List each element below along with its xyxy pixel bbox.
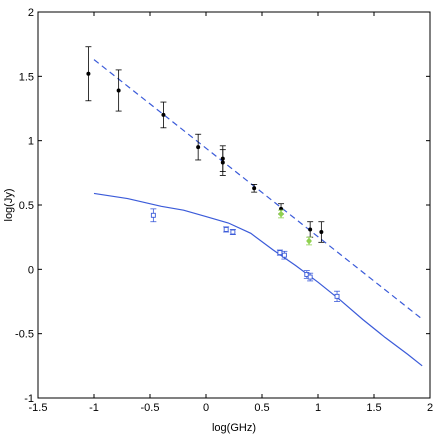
series-points	[85, 46, 341, 302]
data-point	[220, 160, 225, 165]
x-tick-label: -1.5	[29, 402, 48, 414]
y-tick-label: 1.5	[19, 71, 34, 83]
data-point	[161, 112, 166, 117]
y-tick-label: 2	[28, 7, 34, 19]
x-tick-label: 2	[427, 402, 433, 414]
y-tick-label: -1	[24, 393, 34, 405]
x-axis-label: log(GHz)	[212, 422, 256, 434]
data-point	[196, 145, 201, 150]
data-point	[308, 227, 313, 232]
data-point	[304, 272, 310, 277]
x-tick-label: 0	[203, 402, 209, 414]
data-point	[252, 186, 257, 191]
y-tick-label: 1	[28, 136, 34, 148]
x-tick-label: 0.5	[254, 402, 269, 414]
data-point	[319, 230, 324, 235]
data-point	[277, 250, 283, 256]
y-tick-label: -0.5	[15, 329, 34, 341]
x-tick-label: 1.5	[366, 402, 381, 414]
data-point	[223, 226, 229, 232]
x-tick-label: -1	[89, 402, 99, 414]
data-point	[86, 71, 91, 76]
x-tick-label: -0.5	[141, 402, 160, 414]
dashed-fit-line	[93, 59, 422, 319]
axis-ticks: -1.5 -1 -0.5 0 0.5 1 1.5 2-1-0.500.511.52	[15, 7, 433, 414]
data-point	[334, 293, 340, 299]
plot-frame	[37, 11, 431, 399]
data-point	[230, 229, 236, 235]
solid-model-curve	[93, 192, 423, 367]
y-axis-label: log(Jy)	[3, 188, 15, 221]
y-tick-label: 0.5	[19, 200, 34, 212]
series-lines	[93, 59, 423, 367]
data-point	[307, 274, 313, 280]
data-point	[306, 237, 312, 245]
data-point	[281, 252, 287, 258]
data-point	[116, 88, 121, 93]
data-point	[278, 210, 284, 218]
data-point	[150, 212, 156, 218]
x-tick-label: 1	[315, 402, 321, 414]
y-tick-label: 0	[28, 264, 34, 276]
